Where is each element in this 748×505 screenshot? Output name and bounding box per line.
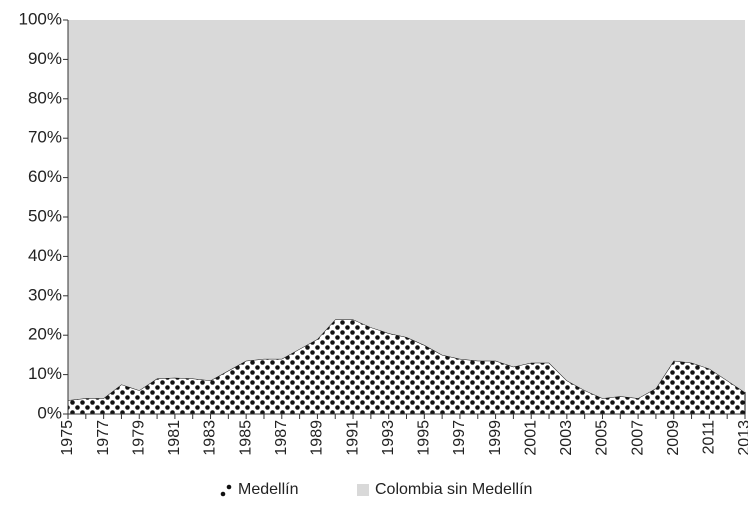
y-tick-label: 70% <box>28 128 62 147</box>
x-tick-label: 2005 <box>594 420 611 456</box>
legend-label: Colombia sin Medellín <box>375 481 532 498</box>
y-tick-label: 40% <box>28 246 62 265</box>
x-tick-label: 1991 <box>344 420 361 456</box>
y-tick-label: 0% <box>37 403 62 422</box>
x-tick-label: 2011 <box>701 420 718 455</box>
legend-swatch <box>220 491 226 497</box>
x-tick-label: 1975 <box>59 420 76 456</box>
x-tick-label: 1977 <box>95 420 112 456</box>
x-tick-label: 1987 <box>273 420 290 456</box>
x-tick-label: 1993 <box>380 420 397 456</box>
y-tick-label: 100% <box>19 9 62 28</box>
legend-swatch <box>226 484 232 490</box>
x-tick-label: 1989 <box>309 420 326 456</box>
y-tick-label: 30% <box>28 285 62 304</box>
x-tick-label: 2001 <box>522 420 539 456</box>
x-tick-label: 1983 <box>202 420 219 456</box>
x-tick-label: 2007 <box>629 420 646 456</box>
y-tick-label: 80% <box>28 88 62 107</box>
legend-label: Medellín <box>238 481 298 498</box>
x-tick-label: 1985 <box>237 420 254 456</box>
y-tick-label: 90% <box>28 49 62 68</box>
y-tick-label: 20% <box>28 325 62 344</box>
x-tick-label: 2009 <box>665 420 682 456</box>
y-tick-label: 10% <box>28 364 62 383</box>
x-tick-label: 1979 <box>130 420 147 456</box>
area <box>68 20 745 401</box>
x-tick-label: 1981 <box>166 420 183 456</box>
x-tick-label: 1999 <box>487 420 504 456</box>
x-tick-label: 1997 <box>451 420 468 456</box>
legend-swatch <box>357 484 369 496</box>
x-tick-label: 2003 <box>558 420 575 456</box>
x-tick-label: 2013 <box>736 420 748 456</box>
x-tick-label: 1995 <box>416 420 433 456</box>
y-tick-label: 50% <box>28 206 62 225</box>
y-tick-label: 60% <box>28 167 62 186</box>
